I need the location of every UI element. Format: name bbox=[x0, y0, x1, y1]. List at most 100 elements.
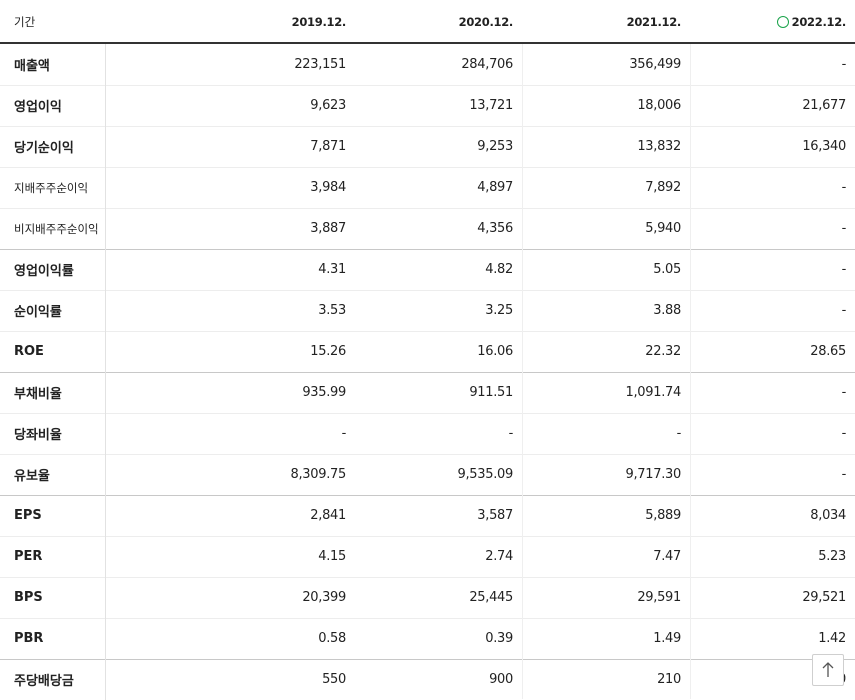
value-cell: 13,832 bbox=[637, 139, 681, 154]
value-cell: 28.65 bbox=[810, 344, 846, 359]
row-label: 부채비율 bbox=[0, 372, 106, 413]
value-cell: 911.51 bbox=[469, 385, 513, 400]
row-label: EPS bbox=[0, 495, 106, 536]
value-cell: 9,623 bbox=[310, 98, 346, 113]
row-border bbox=[0, 536, 855, 537]
value-cell: 5,889 bbox=[645, 508, 681, 523]
value-cell: 2,841 bbox=[310, 508, 346, 523]
row-border bbox=[0, 454, 855, 455]
row-label: 매출액 bbox=[0, 44, 106, 85]
value-cell: 210 bbox=[657, 672, 681, 687]
value-cell: 284,706 bbox=[461, 57, 513, 72]
value-cell: - bbox=[341, 426, 347, 441]
value-cell: 0.58 bbox=[318, 631, 346, 646]
row-border bbox=[0, 208, 855, 209]
value-cell: 7,871 bbox=[310, 139, 346, 154]
value-cell: 9,717.30 bbox=[625, 467, 682, 482]
value-cell: 1.49 bbox=[653, 631, 681, 646]
row-label: 주당배당금 bbox=[0, 659, 106, 700]
header-period: 2019.12. bbox=[291, 15, 347, 29]
value-cell: 5.05 bbox=[653, 262, 681, 277]
row-border bbox=[0, 290, 855, 291]
value-cell: 223,151 bbox=[294, 57, 346, 72]
value-cell: 4.82 bbox=[485, 262, 513, 277]
row-border bbox=[0, 331, 855, 332]
value-cell: 550 bbox=[322, 672, 346, 687]
row-border bbox=[0, 126, 855, 127]
value-cell: 21,677 bbox=[802, 98, 846, 113]
value-cell: 0.39 bbox=[485, 631, 513, 646]
value-cell: 29,591 bbox=[637, 590, 681, 605]
row-label: PBR bbox=[0, 618, 106, 659]
row-border bbox=[0, 249, 855, 250]
value-cell: 16.06 bbox=[477, 344, 513, 359]
value-cell: - bbox=[841, 221, 847, 236]
value-cell: 9,535.09 bbox=[457, 467, 514, 482]
value-cell: 1.42 bbox=[818, 631, 846, 646]
value-cell: 7.47 bbox=[653, 549, 681, 564]
estimate-icon bbox=[776, 16, 789, 28]
value-cell: 18,006 bbox=[637, 98, 681, 113]
value-cell: - bbox=[841, 385, 847, 400]
value-cell: - bbox=[841, 262, 847, 277]
value-cell: - bbox=[841, 180, 847, 195]
value-cell: 3,587 bbox=[477, 508, 513, 523]
value-cell: 13,721 bbox=[469, 98, 513, 113]
value-cell: 8,309.75 bbox=[290, 467, 347, 482]
row-border bbox=[0, 495, 855, 496]
row-label: 영업이익률 bbox=[0, 249, 106, 290]
value-cell: - bbox=[841, 303, 847, 318]
value-cell: 16,340 bbox=[802, 139, 846, 154]
value-cell: 2.74 bbox=[485, 549, 513, 564]
row-border bbox=[0, 618, 855, 619]
row-border bbox=[0, 167, 855, 168]
value-cell: - bbox=[841, 57, 847, 72]
value-cell: 356,499 bbox=[629, 57, 681, 72]
row-label: 순이익률 bbox=[0, 290, 106, 331]
row-label: 지배주주순이익 bbox=[0, 167, 106, 208]
value-cell: 935.99 bbox=[302, 385, 346, 400]
header-period: 2020.12. bbox=[458, 15, 514, 29]
value-cell: - bbox=[841, 426, 847, 441]
value-cell: 900 bbox=[489, 672, 513, 687]
value-cell: - bbox=[841, 467, 847, 482]
value-cell: 15.26 bbox=[310, 344, 346, 359]
value-cell: 4.15 bbox=[318, 549, 346, 564]
row-label: PER bbox=[0, 536, 106, 577]
value-cell: 3.88 bbox=[653, 303, 681, 318]
value-cell: 29,521 bbox=[802, 590, 846, 605]
value-cell: 20,399 bbox=[302, 590, 346, 605]
value-cell: 3,887 bbox=[310, 221, 346, 236]
value-cell: 22.32 bbox=[645, 344, 681, 359]
row-label: 영업이익 bbox=[0, 85, 106, 126]
value-cell: 7,892 bbox=[645, 180, 681, 195]
value-cell: 25,445 bbox=[469, 590, 513, 605]
value-cell: 4,897 bbox=[477, 180, 513, 195]
header-period: 2022.12. bbox=[690, 0, 855, 44]
value-cell: 4,356 bbox=[477, 221, 513, 236]
value-cell: 3.25 bbox=[485, 303, 513, 318]
scroll-top-button[interactable] bbox=[812, 654, 844, 686]
row-label: 당기순이익 bbox=[0, 126, 106, 167]
header-border bbox=[0, 42, 855, 44]
header-label: 기간 bbox=[14, 15, 36, 29]
value-cell: 1,091.74 bbox=[625, 385, 682, 400]
row-label: 유보율 bbox=[0, 454, 106, 495]
row-label: 당좌비율 bbox=[0, 413, 106, 454]
row-label: ROE bbox=[0, 331, 106, 372]
value-cell: 5,940 bbox=[645, 221, 681, 236]
value-cell: 9,253 bbox=[477, 139, 513, 154]
header-period: 2021.12. bbox=[626, 15, 682, 29]
value-cell: 4.31 bbox=[318, 262, 346, 277]
row-label: BPS bbox=[0, 577, 106, 618]
value-cell: 3.53 bbox=[318, 303, 346, 318]
value-cell: - bbox=[508, 426, 514, 441]
value-cell: 3,984 bbox=[310, 180, 346, 195]
arrow-up-icon bbox=[822, 662, 834, 677]
row-label: 비지배주주순이익 bbox=[0, 208, 106, 249]
row-border bbox=[0, 372, 855, 373]
column-border bbox=[522, 44, 523, 699]
value-cell: 8,034 bbox=[810, 508, 846, 523]
value-cell: - bbox=[676, 426, 682, 441]
